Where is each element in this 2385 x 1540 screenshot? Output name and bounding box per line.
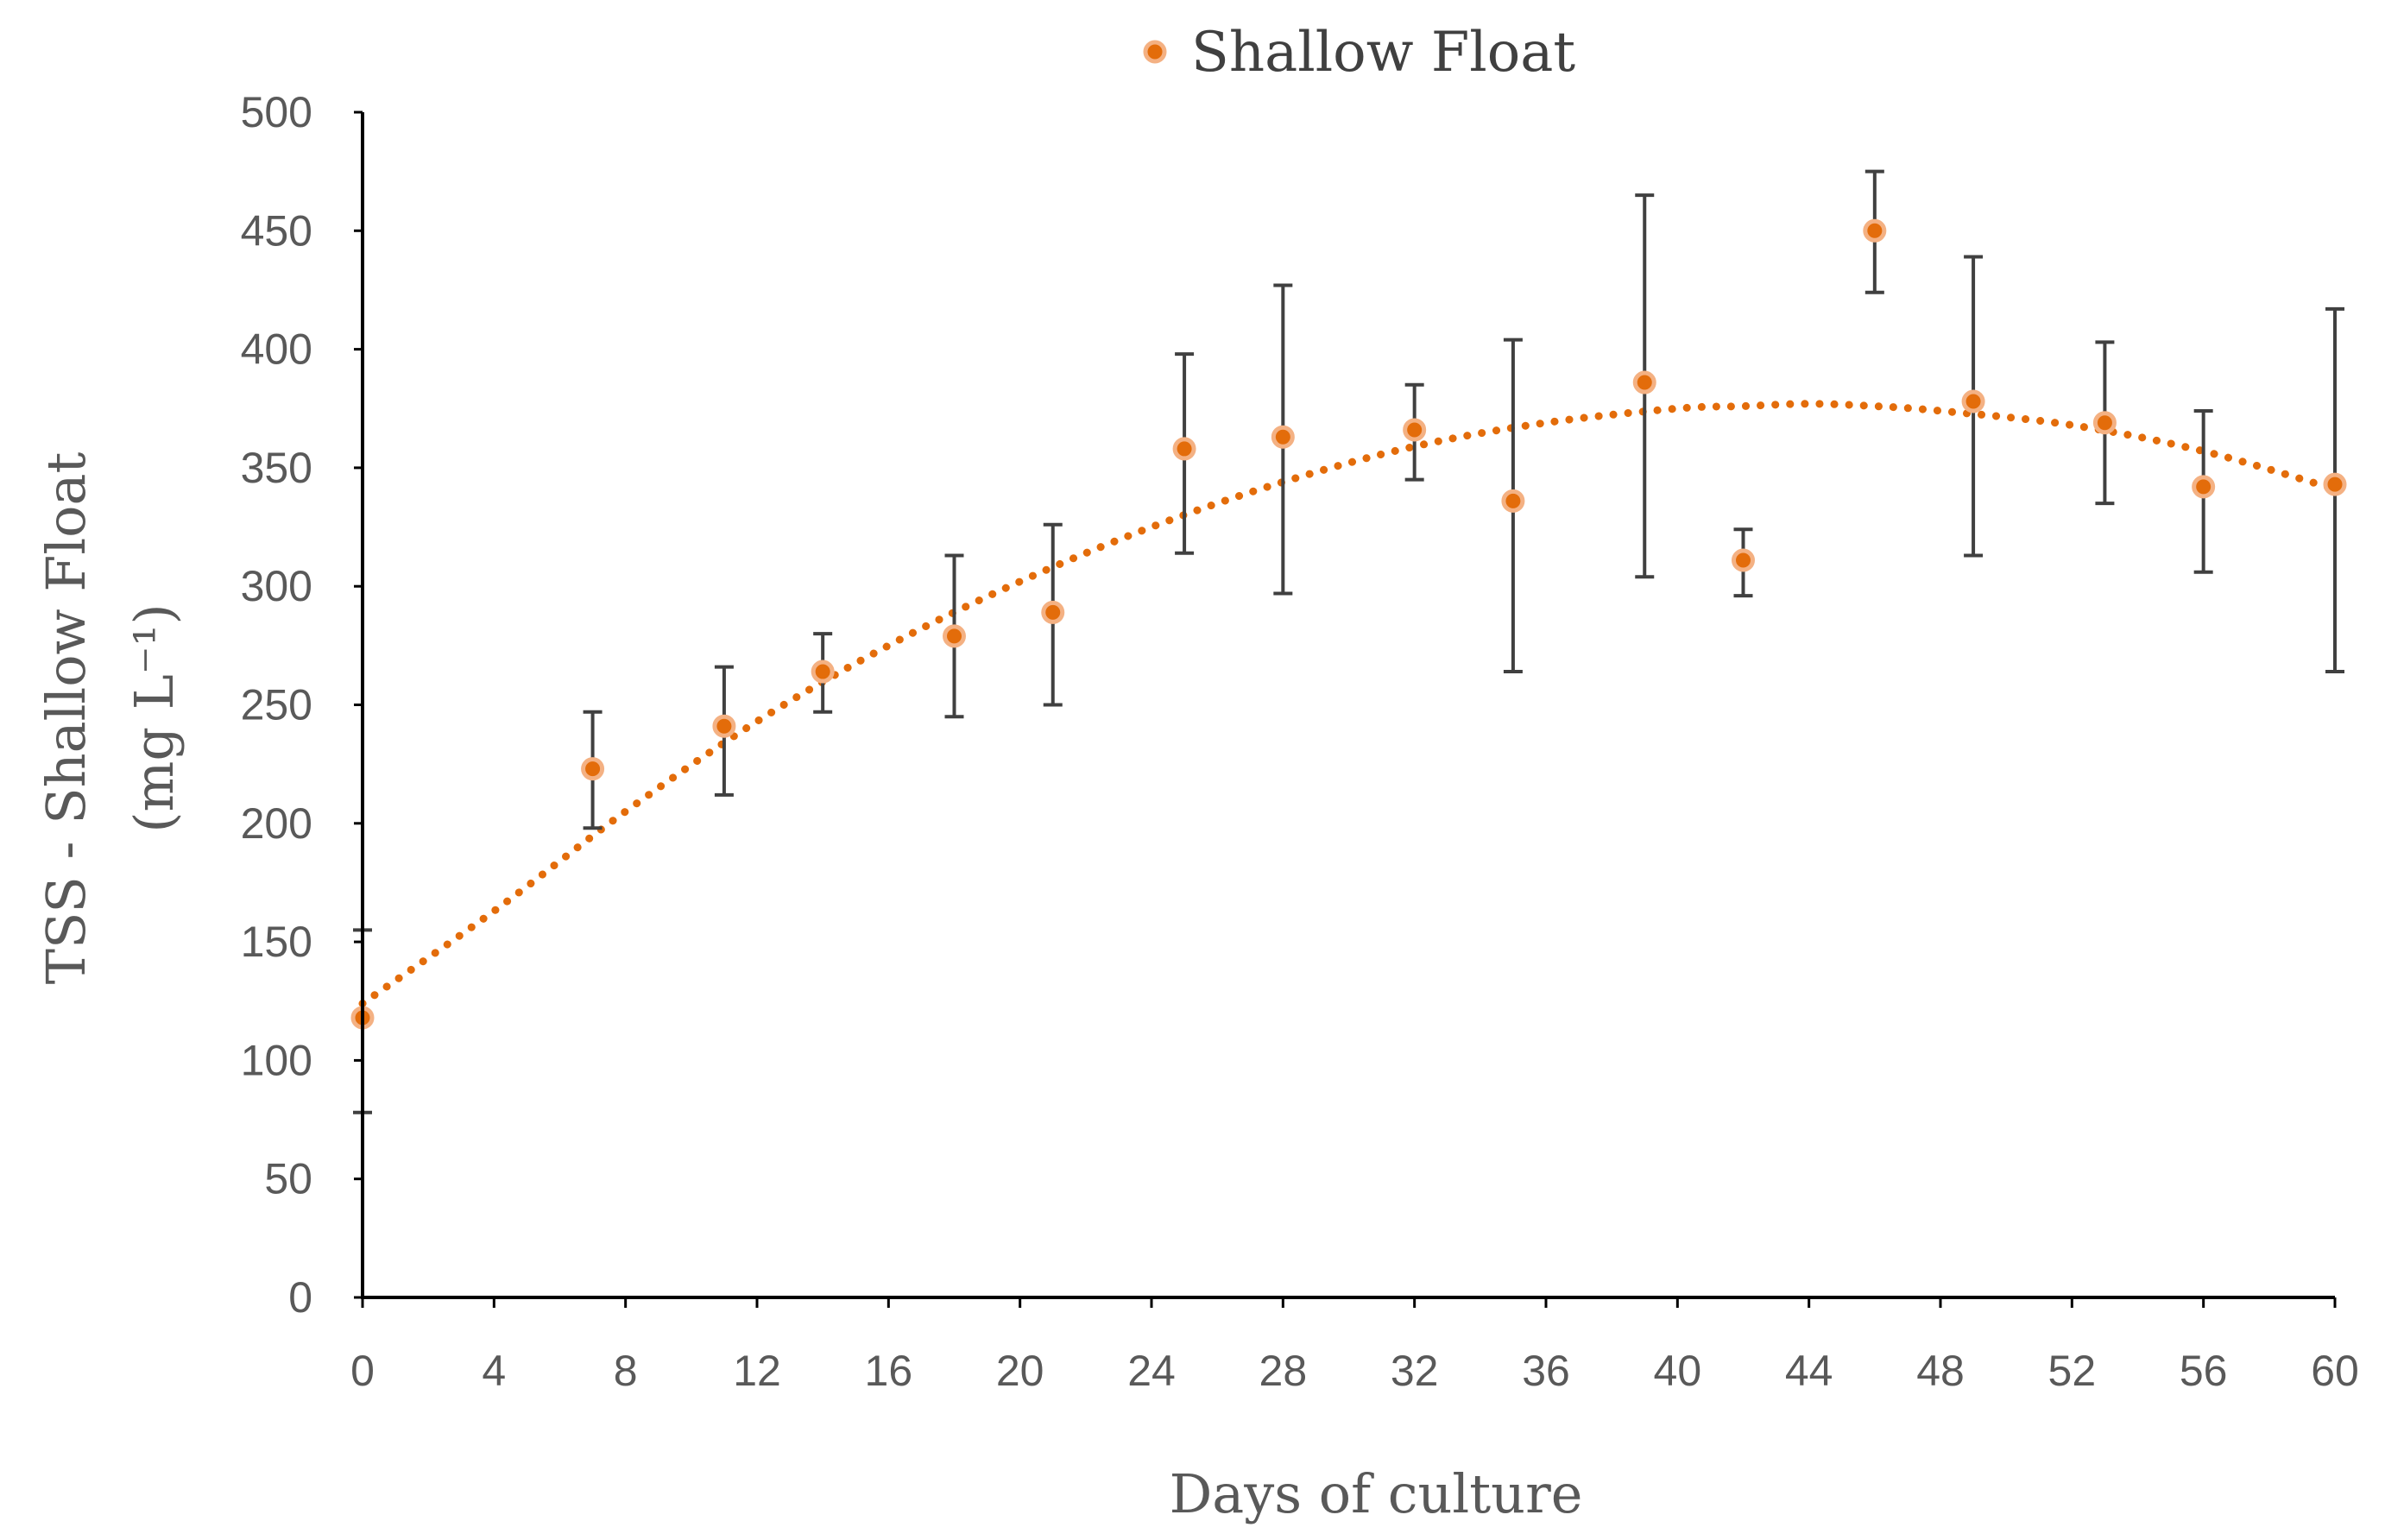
x-tick-label: 48	[1916, 1347, 1965, 1395]
data-point	[2092, 411, 2117, 435]
y-axis-title-line1: TSS - Shallow Float	[35, 452, 98, 985]
y-tick-label: 250	[241, 681, 312, 729]
data-point	[1501, 489, 1525, 513]
y-tick-label: 150	[241, 918, 312, 966]
x-tick-label: 32	[1391, 1347, 1439, 1395]
data-point	[1863, 218, 1887, 243]
y-tick-label: 450	[241, 206, 312, 255]
data-point	[811, 660, 835, 684]
data-point	[1961, 389, 1985, 413]
y-tick-label: 100	[241, 1036, 312, 1084]
x-tick-label: 16	[865, 1347, 913, 1395]
trendline-layer	[358, 400, 2339, 1007]
x-axis-ticks: 0 4 8 12 16 20 24 28 32 36 40 44 48 52 56 60	[350, 1297, 2359, 1395]
error-bars	[353, 169, 2344, 1114]
x-tick-label: 8	[614, 1347, 638, 1395]
y-tick-label: 500	[241, 88, 312, 136]
x-tick-label: 36	[1522, 1347, 1570, 1395]
y-tick-label: 0	[288, 1273, 312, 1322]
data-point	[2192, 475, 2216, 499]
x-tick-label: 60	[2311, 1347, 2359, 1395]
x-tick-label: 56	[2180, 1347, 2228, 1395]
x-axis-title: Days of culture	[1170, 1462, 1583, 1525]
legend-label: Shallow Float	[1191, 21, 1575, 85]
x-tick-label: 12	[733, 1347, 781, 1395]
x-tick-label: 52	[2048, 1347, 2097, 1395]
y-tick-label: 400	[241, 325, 312, 374]
x-tick-label: 44	[1785, 1347, 1833, 1395]
x-tick-label: 0	[350, 1347, 375, 1395]
data-point	[1041, 600, 1065, 624]
x-tick-label: 24	[1127, 1347, 1176, 1395]
legend: Shallow Float	[1143, 21, 1575, 85]
data-point	[1172, 437, 1196, 461]
data-point	[1271, 425, 1295, 449]
data-point	[1632, 370, 1656, 394]
data-points	[350, 218, 2347, 1030]
data-point	[712, 714, 736, 738]
x-tick-label: 28	[1259, 1347, 1308, 1395]
y-tick-label: 200	[241, 799, 312, 848]
y-axis-ticks: 0 50 100 150 200 250 300 350 400 450 500	[241, 88, 363, 1322]
trendline	[358, 400, 2339, 1007]
x-tick-label: 40	[1654, 1347, 1702, 1395]
y-tick-label: 50	[264, 1155, 312, 1203]
y-tick-label: 300	[241, 562, 312, 610]
data-point	[1403, 418, 1427, 442]
y-axis-title-line2: (mg L⁻¹)	[123, 603, 186, 832]
data-point	[581, 757, 605, 781]
data-point	[943, 624, 966, 648]
legend-marker	[1143, 40, 1167, 64]
y-tick-label: 350	[241, 444, 312, 492]
x-tick-label: 20	[996, 1347, 1044, 1395]
data-point	[1732, 548, 1755, 572]
data-point	[2323, 472, 2347, 496]
x-tick-label: 4	[482, 1347, 506, 1395]
